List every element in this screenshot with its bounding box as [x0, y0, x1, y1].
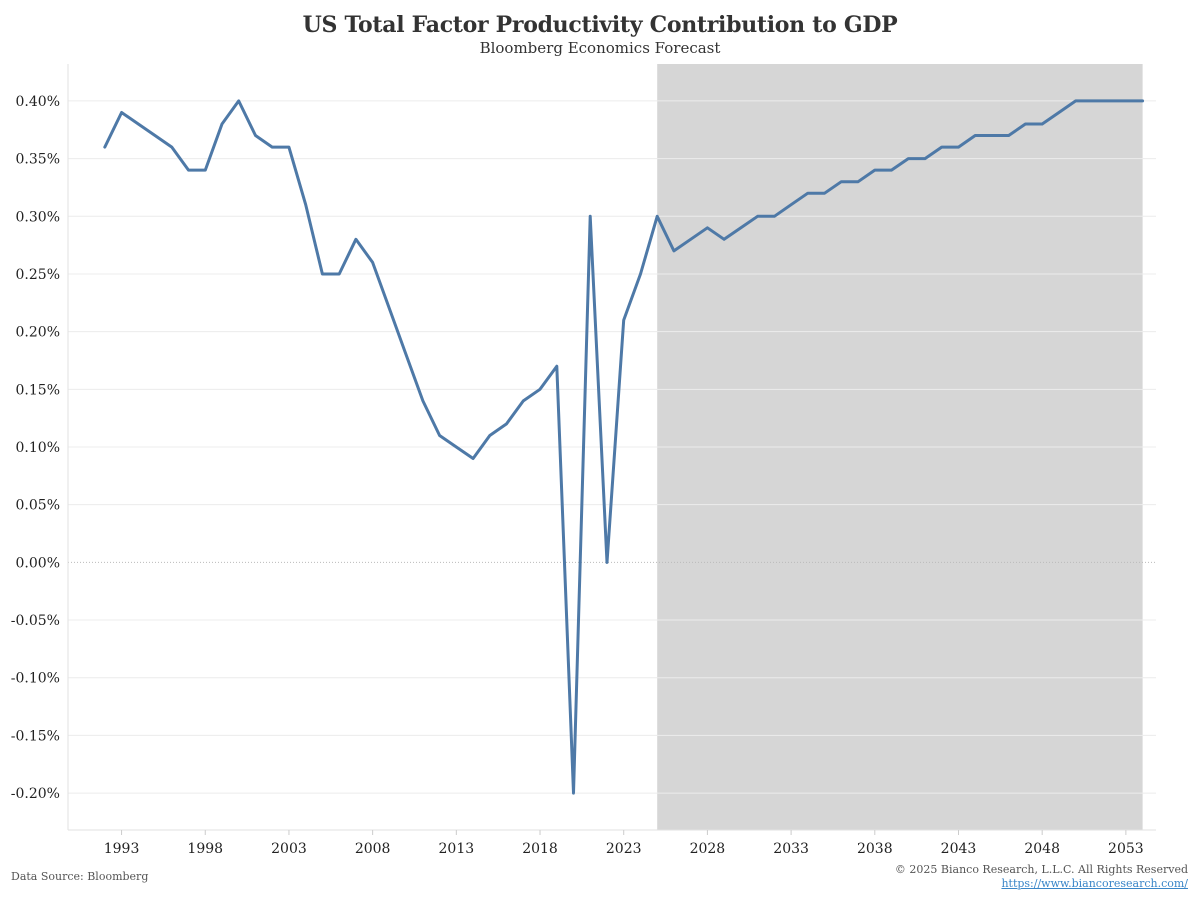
y-tick-label: 0.35%: [16, 152, 60, 168]
series-line: [103, 99, 1145, 795]
x-tick-label: 2048: [1024, 841, 1060, 857]
x-tick-label: 1998: [187, 841, 223, 857]
y-tick-label: 0.40%: [16, 94, 60, 110]
y-tick-label: 0.30%: [16, 209, 60, 225]
copyright-block: © 2025 Bianco Research, L.L.C. All Right…: [895, 863, 1188, 891]
website-link[interactable]: https://www.biancoresearch.com/: [1001, 877, 1188, 890]
chart-subtitle: Bloomberg Economics Forecast: [479, 39, 721, 57]
grid: [68, 100, 1156, 794]
x-tick-label: 1993: [104, 841, 140, 857]
y-tick-label: 0.10%: [16, 440, 60, 456]
axes: 0.40% 0.35% 0.30% 0.25% 0.20% 0.15% 0.10% 0.05%…: [11, 64, 1156, 857]
chart-title: US Total Factor Productivity Contributio…: [302, 12, 898, 38]
x-tick-label: 2013: [439, 841, 475, 857]
x-tick-label: 2023: [606, 841, 642, 857]
series-layer: [103, 99, 1145, 795]
y-tick-label: -0.20%: [11, 786, 60, 802]
x-tick-label: 2038: [857, 841, 893, 857]
y-tick-label: 0.00%: [16, 555, 60, 571]
copyright-text: © 2025 Bianco Research, L.L.C. All Right…: [894, 863, 1188, 876]
x-tick-label: 2008: [355, 841, 391, 857]
data-source: Data Source: Bloomberg: [11, 870, 149, 883]
y-tick-label: -0.05%: [11, 613, 60, 629]
x-tick-label: 2033: [773, 841, 809, 857]
x-tick-label: 2003: [271, 841, 307, 857]
y-tick-label: -0.15%: [11, 728, 60, 744]
y-tick-label: 0.15%: [16, 382, 60, 398]
y-tick-label: 0.05%: [16, 498, 60, 514]
y-tick-label: 0.25%: [16, 267, 60, 283]
x-tick-label: 2028: [690, 841, 726, 857]
x-tick-label: 2053: [1108, 841, 1144, 857]
y-tick-label: -0.10%: [11, 671, 60, 687]
x-tick-label: 2018: [522, 841, 558, 857]
x-tick-label: 2043: [941, 841, 977, 857]
y-tick-label: 0.20%: [16, 325, 60, 341]
